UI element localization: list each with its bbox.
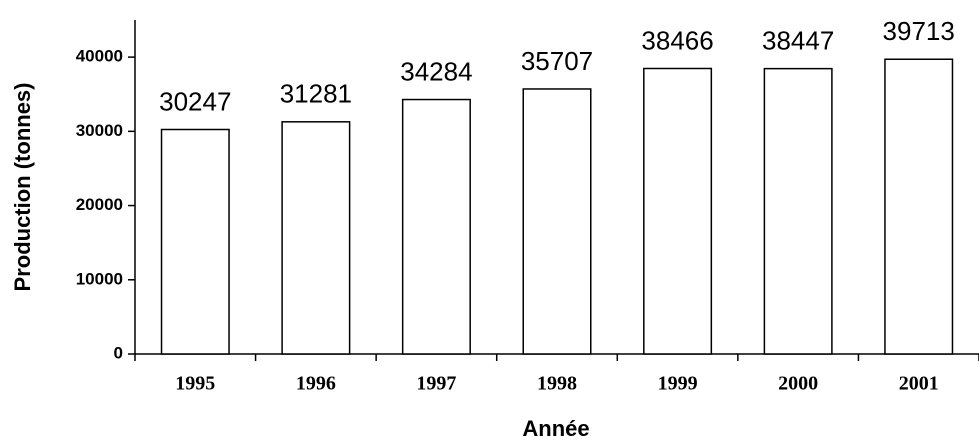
x-tick-label: 1997 bbox=[416, 373, 456, 395]
bar bbox=[643, 67, 713, 355]
x-tick-label: 1996 bbox=[296, 373, 336, 395]
bar bbox=[401, 98, 471, 355]
y-tick-label: 20000 bbox=[76, 195, 123, 214]
value-label: 39713 bbox=[883, 16, 955, 46]
value-label: 35707 bbox=[521, 46, 593, 76]
value-label: 38466 bbox=[641, 25, 713, 55]
value-label: 38447 bbox=[762, 26, 834, 56]
x-tick-label: 1999 bbox=[658, 373, 698, 395]
y-tick-label: 10000 bbox=[76, 269, 123, 288]
x-tick-label: 2000 bbox=[778, 373, 818, 395]
value-label: 31281 bbox=[280, 79, 352, 109]
bar bbox=[522, 88, 592, 355]
x-tick-label: 1998 bbox=[537, 373, 577, 395]
value-label: 34284 bbox=[400, 56, 472, 86]
x-tick-label: 2001 bbox=[899, 373, 939, 395]
y-tick-label: 40000 bbox=[76, 47, 123, 66]
bar bbox=[763, 67, 833, 355]
bar bbox=[281, 121, 351, 355]
y-tick-label: 30000 bbox=[76, 121, 123, 140]
y-tick-label: 0 bbox=[114, 343, 123, 362]
bar bbox=[884, 58, 954, 355]
x-axis-label: Année bbox=[522, 416, 589, 441]
value-label: 30247 bbox=[159, 86, 231, 116]
y-axis-label: Production (tonnes) bbox=[10, 83, 35, 292]
bar bbox=[160, 128, 230, 355]
x-tick-label: 1995 bbox=[175, 373, 215, 395]
